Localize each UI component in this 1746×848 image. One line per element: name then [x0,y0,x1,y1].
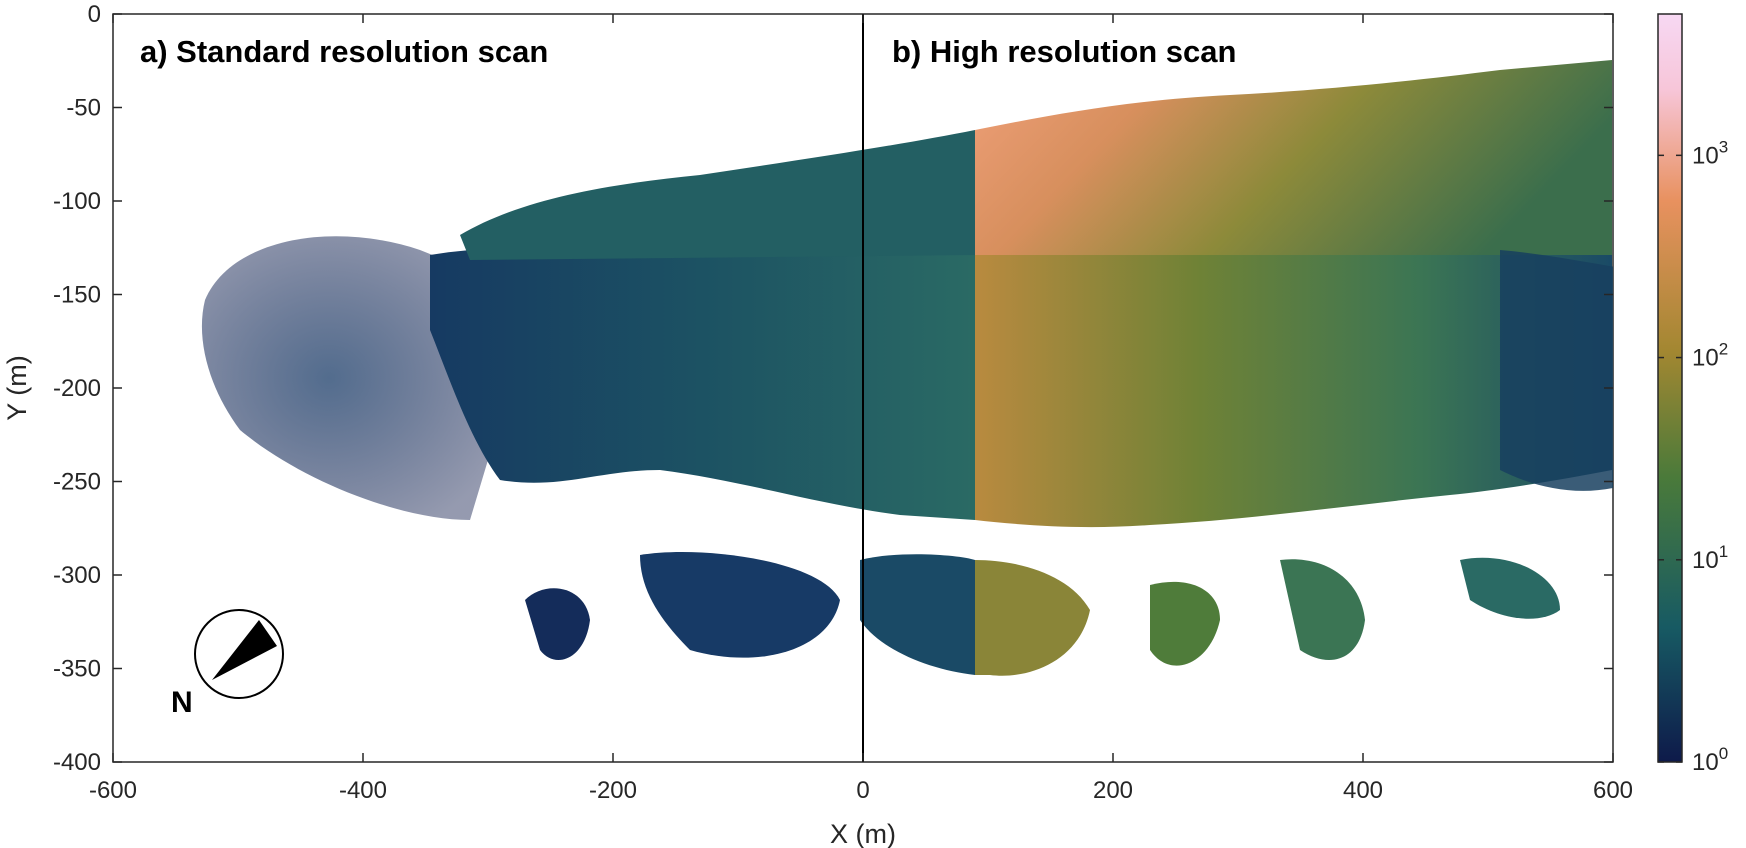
x-tick-label: 400 [1343,777,1383,804]
y-tick-label: -150 [53,282,101,309]
colorbar-tick-label: 103 [1692,137,1728,169]
y-axis-ticks: 0 -50 -100 -150 -200 -250 -300 -350 -400 [53,1,1613,776]
y-tick-label: 0 [88,1,101,28]
x-tick-label: 200 [1093,777,1133,804]
panel-a-south-lobe-3 [525,588,590,660]
y-tick-label: -400 [53,749,101,776]
panel-a-north-strip [460,130,975,260]
panel-a-label: a) Standard resolution scan [140,34,548,69]
y-tick-label: -100 [53,188,101,215]
x-tick-label: -400 [339,777,387,804]
x-axis-ticks: -600 -400 -200 0 200 400 600 [89,14,1633,804]
y-tick-label: -250 [53,469,101,496]
panel-b-south-lobe-4 [1460,557,1560,619]
north-arrow: N [171,609,284,719]
colorbar-tick-label: 102 [1692,340,1728,372]
panel-b-central [975,255,1612,528]
panel-b-south-lobe-1 [975,560,1090,676]
y-tick-label: -350 [53,656,101,683]
density-map [201,60,1613,676]
x-tick-label: 600 [1593,777,1633,804]
y-tick-label: -200 [53,375,101,402]
y-tick-label: -300 [53,562,101,589]
y-axis-title: Y (m) [2,355,32,421]
y-tick-label: -50 [66,95,101,122]
x-axis-title: X (m) [830,819,896,848]
panel-b-east-fringe [1500,250,1613,491]
colorbar: 100 101 102 103 [1657,13,1728,776]
north-arrow-label: N [171,686,193,719]
x-tick-label: 0 [856,777,869,804]
panel-b-south-lobe-3 [1280,559,1365,660]
colorbar-ticks: 100 101 102 103 [1658,137,1728,776]
panel-a-south-lobe-2 [860,554,975,675]
panel-a-main-body [430,245,975,520]
panel-a-south-lobe-1 [640,552,840,658]
panel-b-south-lobe-2 [1150,581,1220,666]
x-tick-label: -200 [589,777,637,804]
colorbar-tick-label: 101 [1692,542,1728,574]
north-arrow-needle-icon [212,620,277,680]
colorbar-tick-label: 100 [1692,744,1728,776]
colorbar-gradient [1657,13,1683,763]
x-tick-label: -600 [89,777,137,804]
panel-b-top [975,60,1612,260]
panel-b-label: b) High resolution scan [892,34,1236,69]
